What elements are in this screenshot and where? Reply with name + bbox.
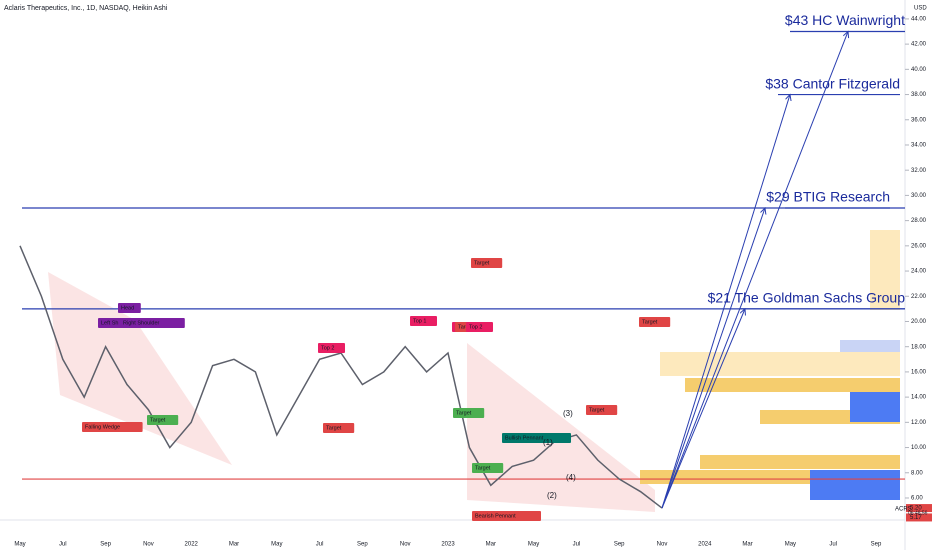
annotation: Target xyxy=(474,260,490,266)
y-tick-label: 30.00 xyxy=(911,193,927,199)
annotation: Target xyxy=(642,319,658,325)
x-tick-label: 2023 xyxy=(441,542,455,548)
annotation-box xyxy=(586,405,618,415)
annotation: Falling Wedge xyxy=(85,424,120,430)
price-tag xyxy=(906,513,932,522)
target-arrow xyxy=(661,208,765,509)
annotation-box xyxy=(453,408,485,418)
annotation-box xyxy=(323,423,355,433)
annotation: Top 2 xyxy=(469,324,482,330)
annotation: Left Sh xyxy=(101,320,118,326)
x-tick-label: May xyxy=(528,542,539,548)
y-tick-label: 8.00 xyxy=(911,470,923,476)
y-tick-label: 32.00 xyxy=(911,168,927,174)
x-tick-label: Sep xyxy=(871,542,882,548)
annotation-box xyxy=(82,422,143,432)
x-tick-label: Sep xyxy=(614,542,625,548)
countdown: 06:48:56 xyxy=(908,510,928,516)
x-tick-label: Jul xyxy=(316,542,324,548)
x-tick-label: Jul xyxy=(59,542,67,548)
y-tick-label: 38.00 xyxy=(911,92,927,98)
y-tick-label: 6.00 xyxy=(911,496,923,502)
y-tick-label: 12.00 xyxy=(911,420,927,426)
y-tick-label: 20.00 xyxy=(911,319,927,325)
annotation-box xyxy=(118,303,141,313)
x-tick-label: Sep xyxy=(100,542,111,548)
x-tick-label: May xyxy=(785,542,796,548)
target-label: $21 The Goldman Sachs Group xyxy=(708,290,906,306)
x-tick-label: May xyxy=(14,542,25,548)
x-tick-label: Sep xyxy=(357,542,368,548)
target-label: $29 BTIG Research xyxy=(766,189,890,205)
x-tick-label: Jul xyxy=(829,542,837,548)
y-tick-label: 18.00 xyxy=(911,344,927,350)
x-tick-label: Nov xyxy=(657,542,668,548)
annotation-box xyxy=(318,343,345,353)
x-tick-label: Nov xyxy=(143,542,154,548)
chart-title: Aclaris Therapeutics, Inc., 1D, NASDAQ, … xyxy=(4,5,168,12)
y-tick-label: 22.00 xyxy=(911,294,927,300)
annotation: (1) xyxy=(543,438,553,447)
ticker-label: ACRS xyxy=(895,507,912,513)
y-tick-label: 14.00 xyxy=(911,395,927,401)
price-tag-label: 5.20 xyxy=(910,506,922,512)
x-tick-label: Nov xyxy=(400,542,411,548)
annotation: Target xyxy=(326,425,342,431)
annotation-box xyxy=(120,318,185,328)
x-tick-label: 2024 xyxy=(698,542,712,548)
y-tick-label: 24.00 xyxy=(911,269,927,275)
volume-profile xyxy=(640,230,900,500)
price-tag xyxy=(906,504,932,513)
y-tick-label: 44.00 xyxy=(911,16,927,22)
x-tick-label: Mar xyxy=(486,542,496,548)
annotation-box xyxy=(502,433,571,443)
annotation: Target xyxy=(150,417,166,423)
annotation-box xyxy=(639,317,671,327)
annotation-box xyxy=(466,322,493,332)
y-tick-label: 40.00 xyxy=(911,67,927,73)
x-tick-label: Mar xyxy=(229,542,239,548)
annotation: Top 2 xyxy=(321,345,334,351)
target-arrow xyxy=(661,32,848,509)
target-arrow xyxy=(661,309,745,509)
x-tick-label: Mar xyxy=(742,542,752,548)
currency: USD xyxy=(914,6,927,12)
annotation: Top 1 xyxy=(413,318,426,324)
target-label: $38 Cantor Fitzgerald xyxy=(765,75,900,91)
y-tick-label: 10.00 xyxy=(911,445,927,451)
x-tick-label: Jul xyxy=(573,542,581,548)
y-tick-label: 36.00 xyxy=(911,117,927,123)
price-tag-label: 5.17 xyxy=(910,515,922,521)
annotation: (2) xyxy=(547,491,557,500)
annotation-box xyxy=(147,415,179,425)
annotation: Target xyxy=(458,324,474,330)
y-tick-label: 34.00 xyxy=(911,143,927,149)
x-tick-label: May xyxy=(271,542,282,548)
target-arrow xyxy=(661,95,790,509)
annotation: Target xyxy=(456,410,472,416)
annotation: Bearish Pennant xyxy=(475,513,516,519)
target-label: $43 HC Wainwright xyxy=(785,12,905,28)
y-tick-label: 42.00 xyxy=(911,42,927,48)
annotation: Head xyxy=(121,305,134,311)
annotation: Target xyxy=(475,465,491,471)
y-tick-label: 26.00 xyxy=(911,243,927,249)
annotation: (4) xyxy=(566,473,576,482)
y-tick-label: 16.00 xyxy=(911,369,927,375)
annotation: Target xyxy=(589,407,605,413)
annotation-box xyxy=(410,316,437,326)
y-tick-label: 28.00 xyxy=(911,218,927,224)
annotation: Right Shoulder xyxy=(123,320,160,326)
annotation: Bullish Pennant xyxy=(505,435,544,441)
annotation-box xyxy=(472,511,541,521)
annotation-box xyxy=(472,463,504,473)
wedge-shade xyxy=(48,272,232,465)
x-tick-label: 2022 xyxy=(185,542,199,548)
annotation: (3) xyxy=(563,409,573,418)
annotation-box xyxy=(471,258,503,268)
